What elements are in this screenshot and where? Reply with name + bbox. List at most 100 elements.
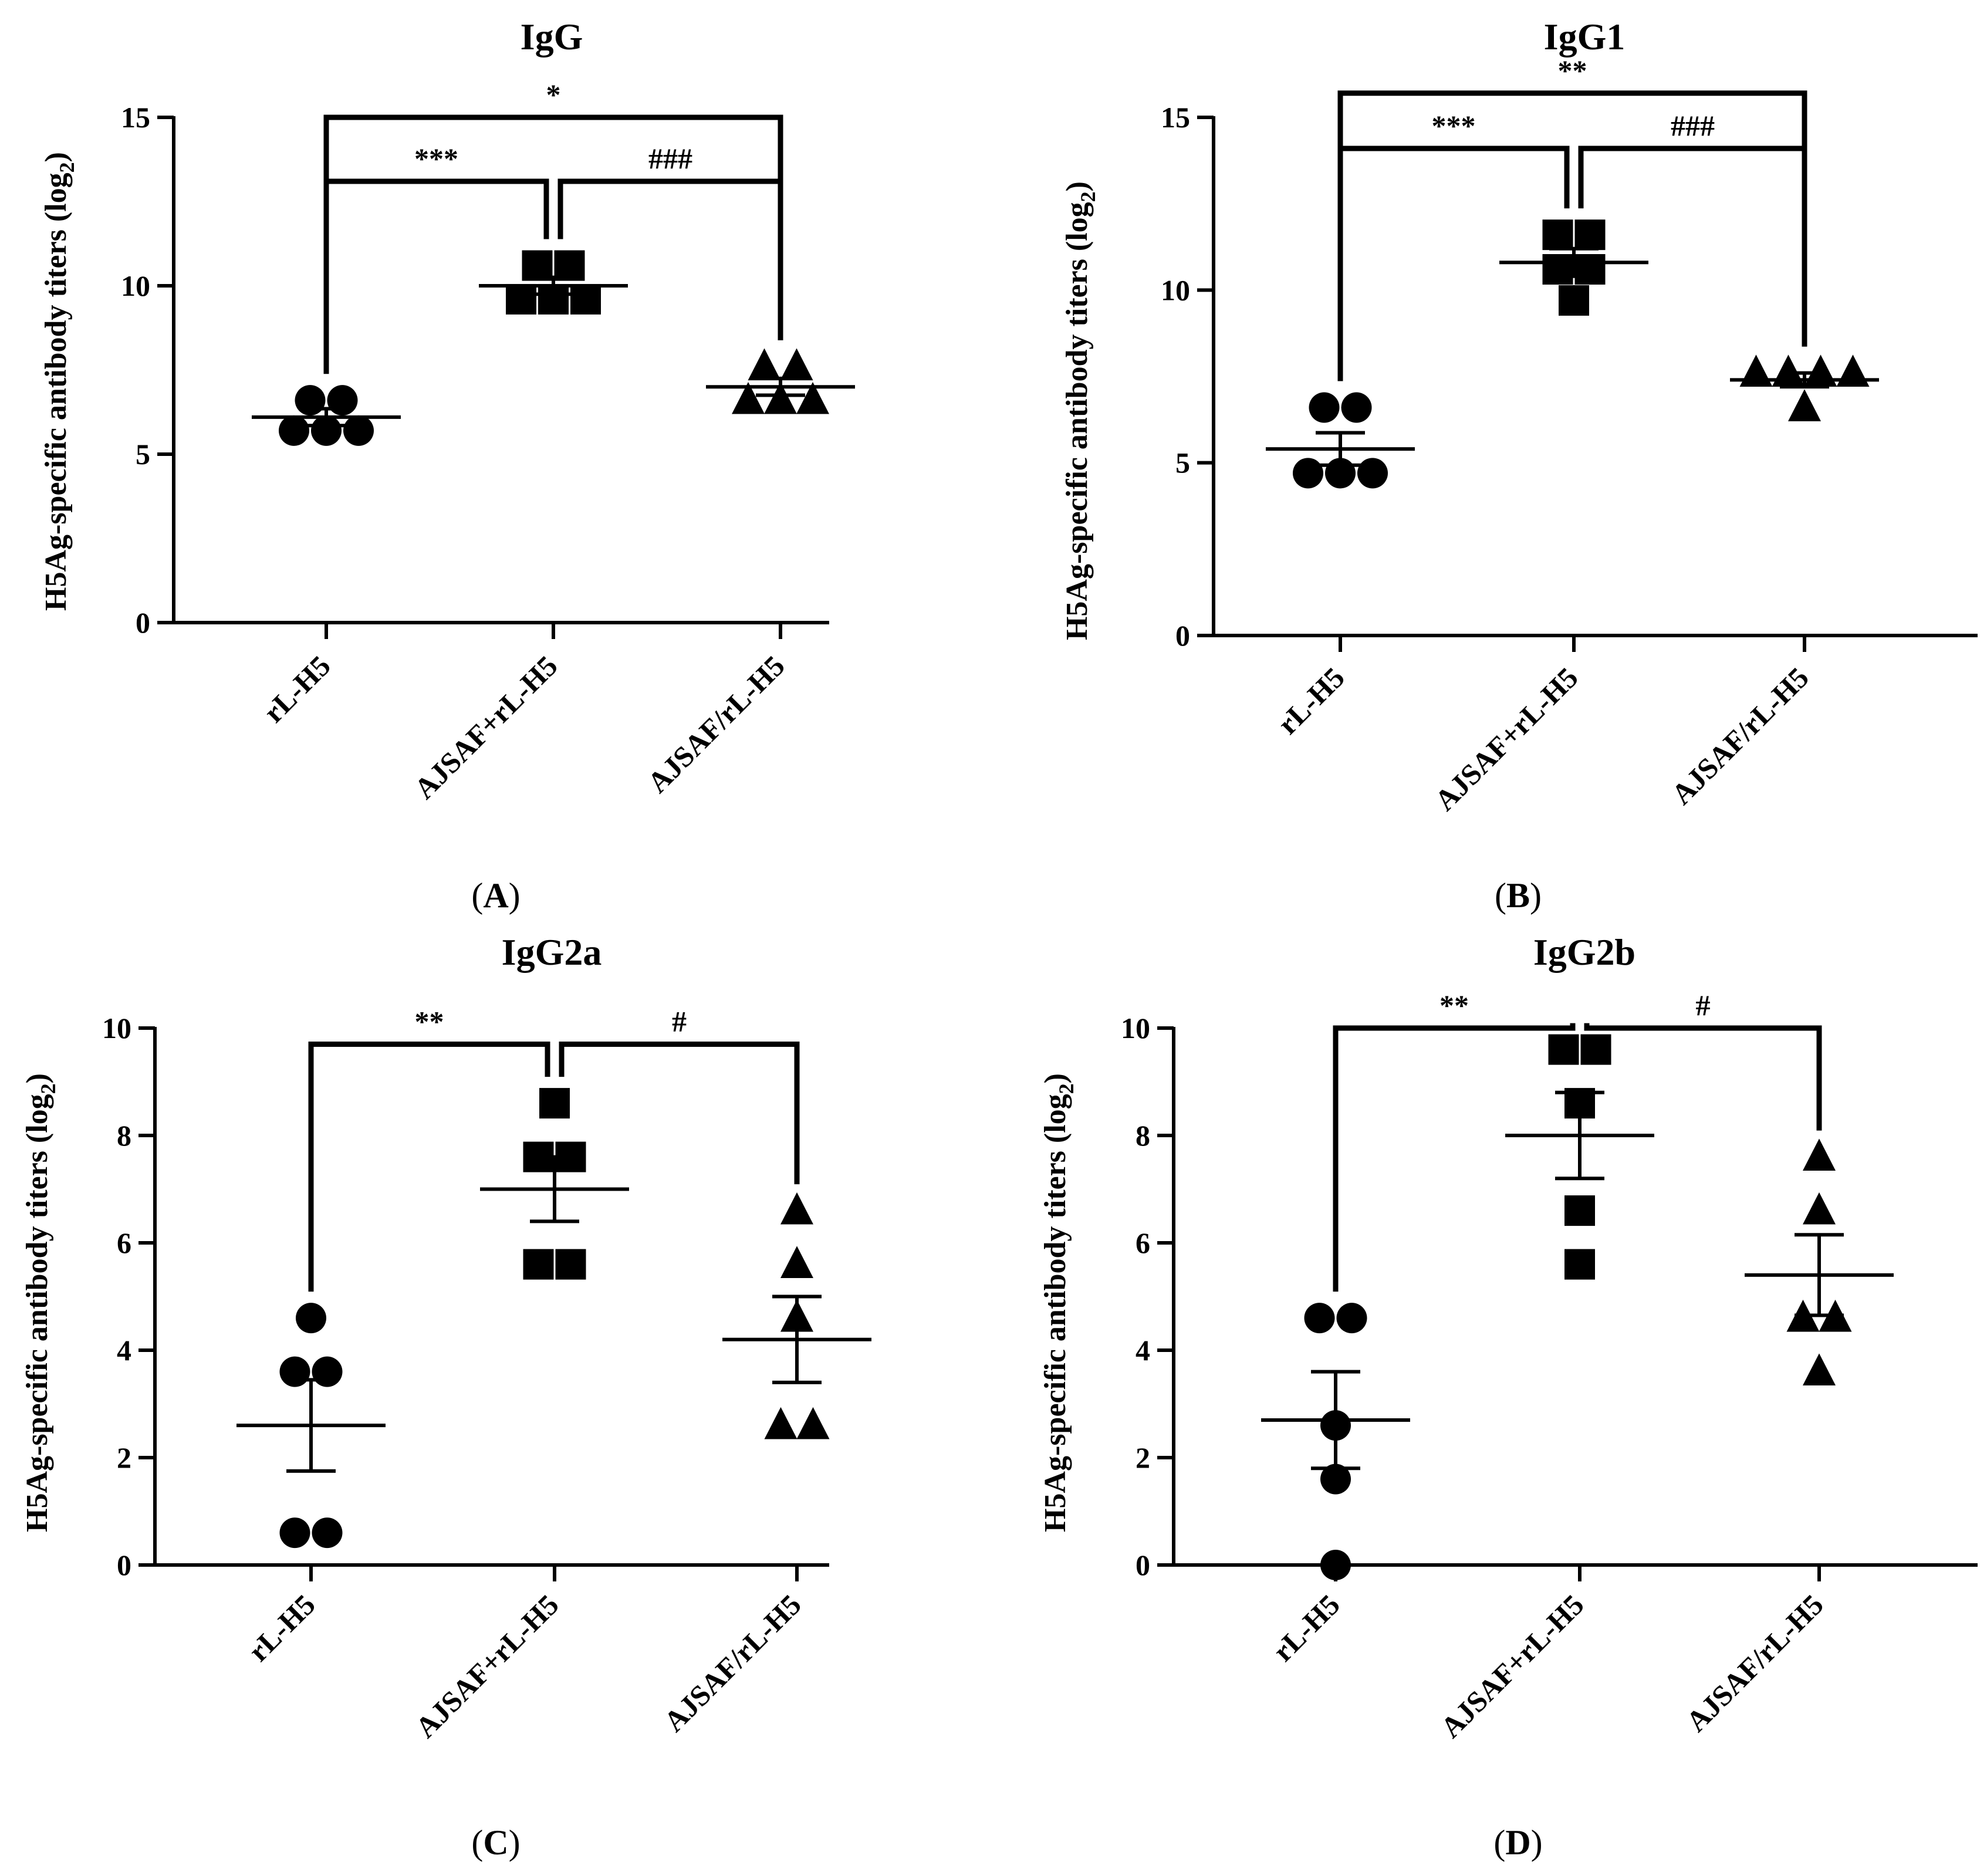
data-point-triangle xyxy=(1803,1138,1836,1171)
data-point-triangle xyxy=(780,1246,813,1278)
category-label: AJSAF/rL-H5 xyxy=(1665,661,1815,811)
panel-letter-char: A xyxy=(483,876,508,915)
data-point-circle xyxy=(312,1517,343,1549)
data-point-circle xyxy=(1336,1303,1367,1334)
data-point-circle xyxy=(1357,458,1388,489)
y-axis-title: H5Ag-specific antibody titers (log2) xyxy=(21,1073,60,1532)
data-point-triangle xyxy=(748,348,781,381)
data-point-triangle xyxy=(1739,354,1773,387)
data-point-triangle xyxy=(732,381,765,414)
panel-a: IgG 0 5 10 15 H5Ag-specific antibody titers (… xyxy=(39,16,855,915)
panel-letter-close: ) xyxy=(1531,1823,1543,1862)
data-point-square xyxy=(523,1249,554,1280)
y-tick-label: 8 xyxy=(1136,1119,1150,1152)
group-1 xyxy=(479,250,628,315)
group-0 xyxy=(1266,392,1415,489)
y-tick-label: 6 xyxy=(1136,1226,1150,1259)
significance-label: * xyxy=(546,78,561,111)
y-axis-title: H5Ag-specific antibody titers (log2) xyxy=(39,152,79,611)
bracket-line xyxy=(308,1041,550,1292)
group-1 xyxy=(1499,219,1648,316)
chart-title: IgG xyxy=(521,16,583,58)
data-point-circle xyxy=(312,1356,343,1387)
group-0 xyxy=(1261,1303,1410,1580)
category-label: rL-H5 xyxy=(257,649,337,729)
data-point-square xyxy=(1574,254,1606,285)
data-point-square xyxy=(1580,1034,1611,1065)
data-point-circle xyxy=(279,415,309,446)
bracket-line xyxy=(557,178,783,340)
significance-label: ** xyxy=(1439,989,1469,1022)
category-label: rL-H5 xyxy=(242,1588,322,1668)
y-axis-title-subscript: 2 xyxy=(1076,191,1100,202)
bracket-line xyxy=(1578,146,1807,347)
y-axis-title: H5Ag-specific antibody titers (log2) xyxy=(1039,1073,1078,1532)
group-1 xyxy=(480,1088,629,1280)
y-axis-title-main: H5Ag-specific antibody titers (log xyxy=(1039,1094,1072,1532)
bracket-line xyxy=(323,178,549,374)
bracket-line xyxy=(323,114,783,374)
panel-letter: (B) xyxy=(1495,876,1542,915)
chart-title: IgG2b xyxy=(1533,931,1635,973)
y-tick-label: 0 xyxy=(1136,1549,1150,1581)
data-point-square xyxy=(1564,1249,1595,1280)
significance-bracket: *** xyxy=(323,142,549,374)
panel-letter-char: C xyxy=(483,1823,508,1862)
data-point-square xyxy=(1542,254,1573,285)
data-point-triangle xyxy=(780,1192,813,1225)
data-point-circle xyxy=(295,385,326,416)
category-label: rL-H5 xyxy=(1271,661,1351,741)
y-tick-label: 2 xyxy=(1136,1441,1150,1474)
significance-label: ### xyxy=(648,142,692,175)
y-axis-title-main: H5Ag-specific antibody titers (log xyxy=(21,1094,54,1532)
panel-letter-char: D xyxy=(1505,1823,1530,1862)
group-2 xyxy=(1730,354,1879,421)
data-point-circle xyxy=(1320,1463,1351,1495)
significance-label: *** xyxy=(414,142,458,175)
y-axis-title: H5Ag-specific antibody titers (log2) xyxy=(1060,181,1100,640)
data-point-circle xyxy=(279,1517,310,1549)
y-tick-label: 15 xyxy=(121,101,150,134)
panel-letter-open: ( xyxy=(1495,876,1506,915)
significance-bracket: *** xyxy=(1337,109,1570,381)
y-tick-label: 0 xyxy=(117,1549,131,1581)
panel-b: IgG1 0 5 10 15 H5Ag-specific antibody titers … xyxy=(1060,16,1978,915)
significance-label: # xyxy=(1696,989,1711,1022)
bracket-line xyxy=(1584,1023,1822,1131)
category-label: AJSAF/rL-H5 xyxy=(641,649,791,799)
data-point-triangle xyxy=(1772,354,1805,387)
y-axis-title-main: H5Ag-specific antibody titers (log xyxy=(1060,202,1094,640)
data-point-circle xyxy=(1320,1550,1351,1580)
data-point-triangle xyxy=(764,1407,797,1439)
panel-d: IgG2b 0 2 4 6 8 10 H5Ag-specific antibody titer… xyxy=(1039,931,1978,1862)
significance-label: # xyxy=(672,1005,687,1037)
data-point-triangle xyxy=(1804,354,1837,387)
significance-bracket: ### xyxy=(1578,109,1807,347)
group-2 xyxy=(706,348,855,414)
data-point-square xyxy=(1542,219,1573,251)
y-tick-label: 15 xyxy=(1161,101,1190,134)
data-point-square xyxy=(570,283,601,315)
bracket-line xyxy=(559,1041,800,1185)
data-point-circle xyxy=(279,1356,310,1387)
panel-letter-open: ( xyxy=(1493,1823,1505,1862)
bracket-line xyxy=(1333,1023,1576,1292)
panel-letter-close: ) xyxy=(509,1823,521,1862)
panel-letter-char: B xyxy=(1506,876,1530,915)
data-point-triangle xyxy=(780,348,813,381)
y-tick-label: 5 xyxy=(1175,447,1190,479)
category-label: AJSAF+rL-H5 xyxy=(409,1588,565,1744)
data-point-circle xyxy=(1293,458,1323,489)
data-point-square xyxy=(1559,285,1589,316)
significance-bracket: # xyxy=(559,1005,800,1185)
panel-letter: (D) xyxy=(1493,1823,1542,1862)
y-axis-title-close: ) xyxy=(39,152,73,162)
y-axis-title-subscript: 2 xyxy=(55,162,79,173)
y-tick-label: 0 xyxy=(1175,619,1190,652)
data-point-triangle xyxy=(1803,1192,1836,1225)
y-axis-title-subscript: 2 xyxy=(1055,1083,1078,1094)
panel-letter-close: ) xyxy=(509,876,521,915)
data-point-square xyxy=(555,1249,586,1280)
data-point-circle xyxy=(1309,392,1340,423)
